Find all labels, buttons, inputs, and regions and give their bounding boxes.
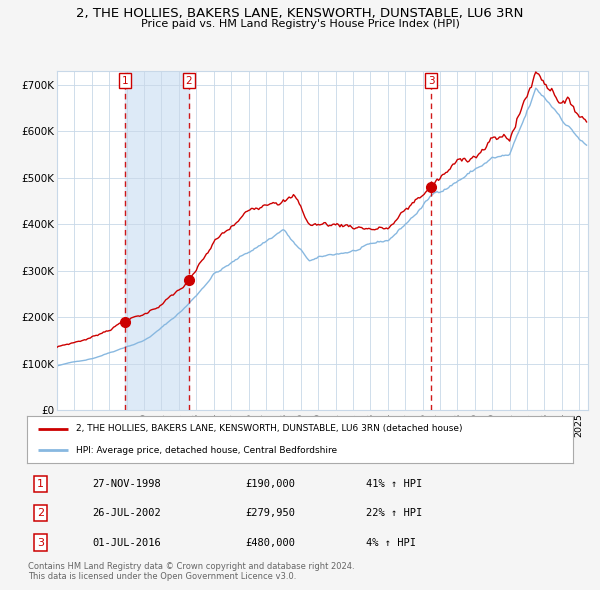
Text: £190,000: £190,000 bbox=[245, 479, 295, 489]
Text: 26-JUL-2002: 26-JUL-2002 bbox=[92, 509, 161, 518]
Text: 2: 2 bbox=[37, 509, 44, 518]
Text: HPI: Average price, detached house, Central Bedfordshire: HPI: Average price, detached house, Cent… bbox=[76, 446, 337, 455]
Text: £480,000: £480,000 bbox=[245, 537, 295, 548]
Text: 2, THE HOLLIES, BAKERS LANE, KENSWORTH, DUNSTABLE, LU6 3RN: 2, THE HOLLIES, BAKERS LANE, KENSWORTH, … bbox=[76, 7, 524, 20]
Text: 1: 1 bbox=[122, 76, 128, 86]
Text: This data is licensed under the Open Government Licence v3.0.: This data is licensed under the Open Gov… bbox=[28, 572, 296, 581]
Text: 3: 3 bbox=[428, 76, 434, 86]
Bar bbox=[125, 71, 189, 410]
Text: 3: 3 bbox=[37, 537, 44, 548]
Text: £279,950: £279,950 bbox=[245, 509, 295, 518]
Text: 4% ↑ HPI: 4% ↑ HPI bbox=[365, 537, 416, 548]
Text: Price paid vs. HM Land Registry's House Price Index (HPI): Price paid vs. HM Land Registry's House … bbox=[140, 19, 460, 30]
Text: 01-JUL-2016: 01-JUL-2016 bbox=[92, 537, 161, 548]
Text: 2, THE HOLLIES, BAKERS LANE, KENSWORTH, DUNSTABLE, LU6 3RN (detached house): 2, THE HOLLIES, BAKERS LANE, KENSWORTH, … bbox=[76, 424, 463, 433]
Text: 27-NOV-1998: 27-NOV-1998 bbox=[92, 479, 161, 489]
Text: 2: 2 bbox=[186, 76, 193, 86]
Text: Contains HM Land Registry data © Crown copyright and database right 2024.: Contains HM Land Registry data © Crown c… bbox=[28, 562, 355, 571]
Text: 1: 1 bbox=[37, 479, 44, 489]
Text: 22% ↑ HPI: 22% ↑ HPI bbox=[365, 509, 422, 518]
Text: 41% ↑ HPI: 41% ↑ HPI bbox=[365, 479, 422, 489]
